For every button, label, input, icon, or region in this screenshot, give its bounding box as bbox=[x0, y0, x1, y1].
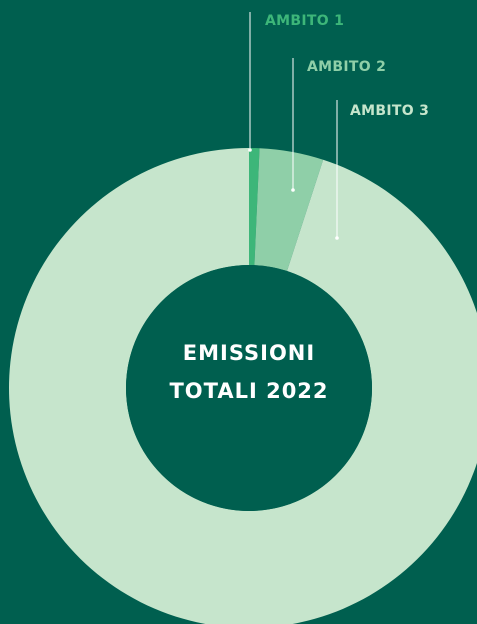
legend-label: AMBITO 1 bbox=[265, 13, 344, 29]
legend-label: AMBITO 3 bbox=[350, 103, 429, 119]
donut-slice bbox=[254, 148, 324, 272]
leader-dot bbox=[291, 188, 295, 192]
donut-slice bbox=[9, 148, 477, 624]
leader-dot bbox=[248, 148, 252, 152]
center-title: EMISSIONI TOTALI 2022 bbox=[169, 341, 329, 403]
donut-hole bbox=[126, 265, 372, 511]
donut-slice bbox=[249, 148, 260, 266]
leader-dot bbox=[335, 236, 339, 240]
legend-label: AMBITO 2 bbox=[307, 59, 386, 75]
